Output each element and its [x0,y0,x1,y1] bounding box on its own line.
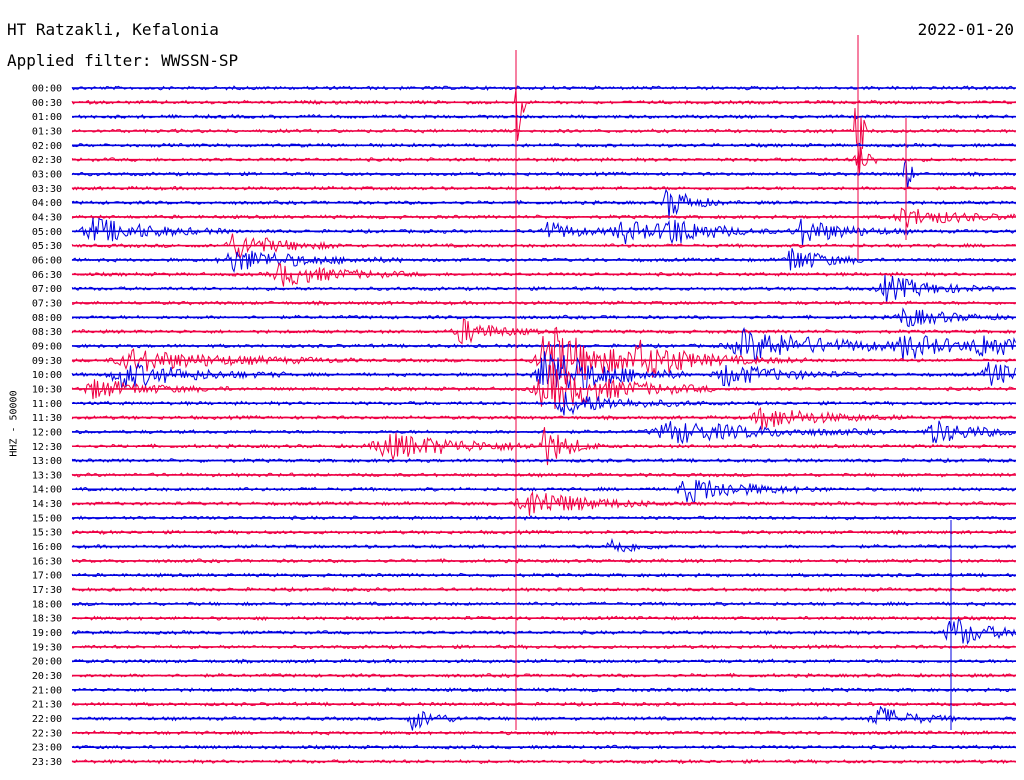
trace-line [71,351,1016,391]
trace-line [71,479,1016,504]
time-label: 20:00 [32,657,62,668]
time-label: 04:00 [32,198,62,209]
time-label: 18:00 [32,599,62,610]
time-label: 22:00 [32,714,62,725]
time-label: 23:30 [32,757,62,768]
trace-line [71,537,1016,553]
trace-line [71,88,1016,141]
spikes-group [515,35,952,730]
time-label: 20:30 [32,671,62,682]
time-label: 07:30 [32,298,62,309]
time-label: 15:00 [32,513,62,524]
time-label: 06:00 [32,255,62,266]
time-label: 11:30 [32,413,62,424]
time-label: 12:30 [32,442,62,453]
time-label: 05:30 [32,241,62,252]
trace-line [71,618,1016,645]
time-labels-group: 00:00 00:30 01:00 01:30 02:00 02:30 03:00 03:30… [32,84,62,769]
time-label: 09:30 [32,356,62,367]
time-label: 16:30 [32,556,62,567]
time-label: 00:00 [32,84,62,95]
traces-group [71,85,1016,765]
time-label: 09:00 [32,341,62,352]
trace-line [71,188,1016,220]
time-label: 21:00 [32,685,62,696]
trace-line [71,248,1016,274]
time-label: 10:30 [32,384,62,395]
time-label: 06:30 [32,270,62,281]
time-label: 10:00 [32,370,62,381]
time-label: 13:00 [32,456,62,467]
time-label: 13:30 [32,470,62,481]
time-label: 00:30 [32,98,62,109]
time-label: 23:00 [32,743,62,754]
time-label: 01:00 [32,112,62,123]
time-label: 04:30 [32,212,62,223]
time-label: 02:00 [32,141,62,152]
time-label: 08:00 [32,313,62,324]
time-label: 12:00 [32,427,62,438]
time-label: 14:30 [32,499,62,510]
time-label: 08:30 [32,327,62,338]
time-label: 18:30 [32,614,62,625]
time-label: 03:00 [32,169,62,180]
time-label: 17:00 [32,571,62,582]
filter-label: Applied filter: WWSSN-SP [7,51,239,70]
station-title: HT Ratzakli, Kefalonia [7,20,219,39]
time-label: 22:30 [32,728,62,739]
time-label: 02:30 [32,155,62,166]
date-label: 2022-01-20 [917,20,1014,39]
time-label: 05:00 [32,227,62,238]
time-label: 07:00 [32,284,62,295]
time-label: 16:00 [32,542,62,553]
time-label: 17:30 [32,585,62,596]
time-label: 19:30 [32,642,62,653]
time-label: 03:30 [32,184,62,195]
time-label: 01:30 [32,126,62,137]
time-label: 21:30 [32,700,62,711]
trace-line [71,407,1016,430]
time-label: 14:00 [32,485,62,496]
trace-line [71,207,1016,228]
time-label: 19:00 [32,628,62,639]
time-label: 11:00 [32,399,62,410]
time-label: 15:30 [32,528,62,539]
